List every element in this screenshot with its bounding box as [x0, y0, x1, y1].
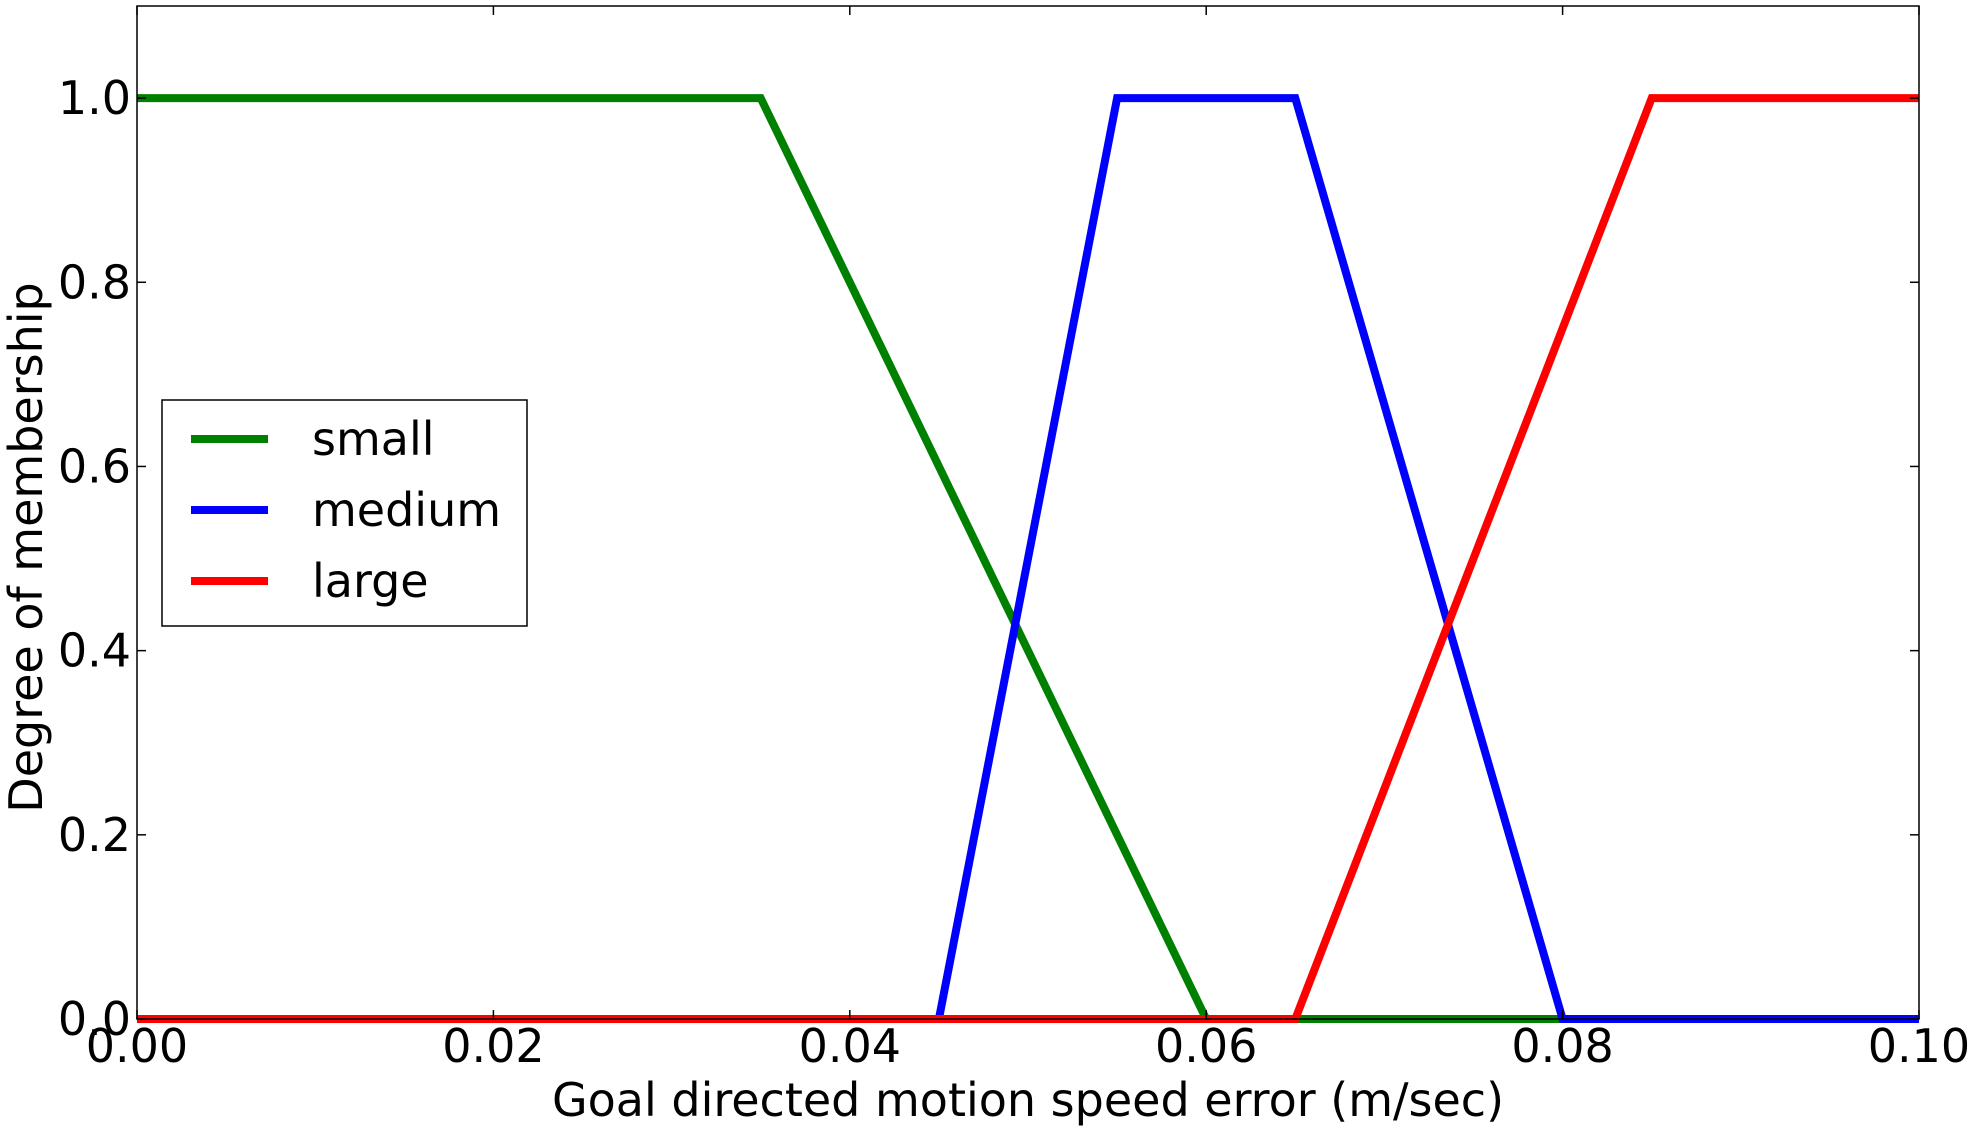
y-axis-label: Degree of membership — [0, 282, 53, 812]
plot-frame — [136, 5, 1920, 1020]
legend: small medium large — [161, 399, 528, 627]
y-tick-label: 0.6 — [58, 439, 131, 493]
x-tick-label: 0.04 — [799, 1019, 901, 1073]
x-tick-label: 0.00 — [86, 1019, 188, 1073]
x-tick-label: 0.10 — [1868, 1019, 1970, 1073]
y-tick-label: 0.8 — [58, 255, 131, 309]
ticks-layer: 0.00 0.02 0.04 0.06 0.08 0.10 0.0 0.2 0.4 0.6 0.8 1… — [58, 6, 1970, 1073]
y-tick-label: 0.4 — [58, 624, 131, 678]
x-tick-label: 0.08 — [1511, 1019, 1613, 1073]
x-tick-label: 0.02 — [442, 1019, 544, 1073]
legend-label-medium: medium — [312, 483, 501, 537]
legend-label-large: large — [312, 554, 429, 608]
y-tick-label: 1.0 — [58, 71, 131, 125]
x-axis-label: Goal directed motion speed error (m/sec) — [552, 1073, 1504, 1127]
x-tick-label: 0.06 — [1155, 1019, 1257, 1073]
y-tick-label: 0.0 — [58, 992, 131, 1046]
legend-label-small: small — [312, 412, 435, 466]
y-tick-label: 0.2 — [58, 808, 131, 862]
